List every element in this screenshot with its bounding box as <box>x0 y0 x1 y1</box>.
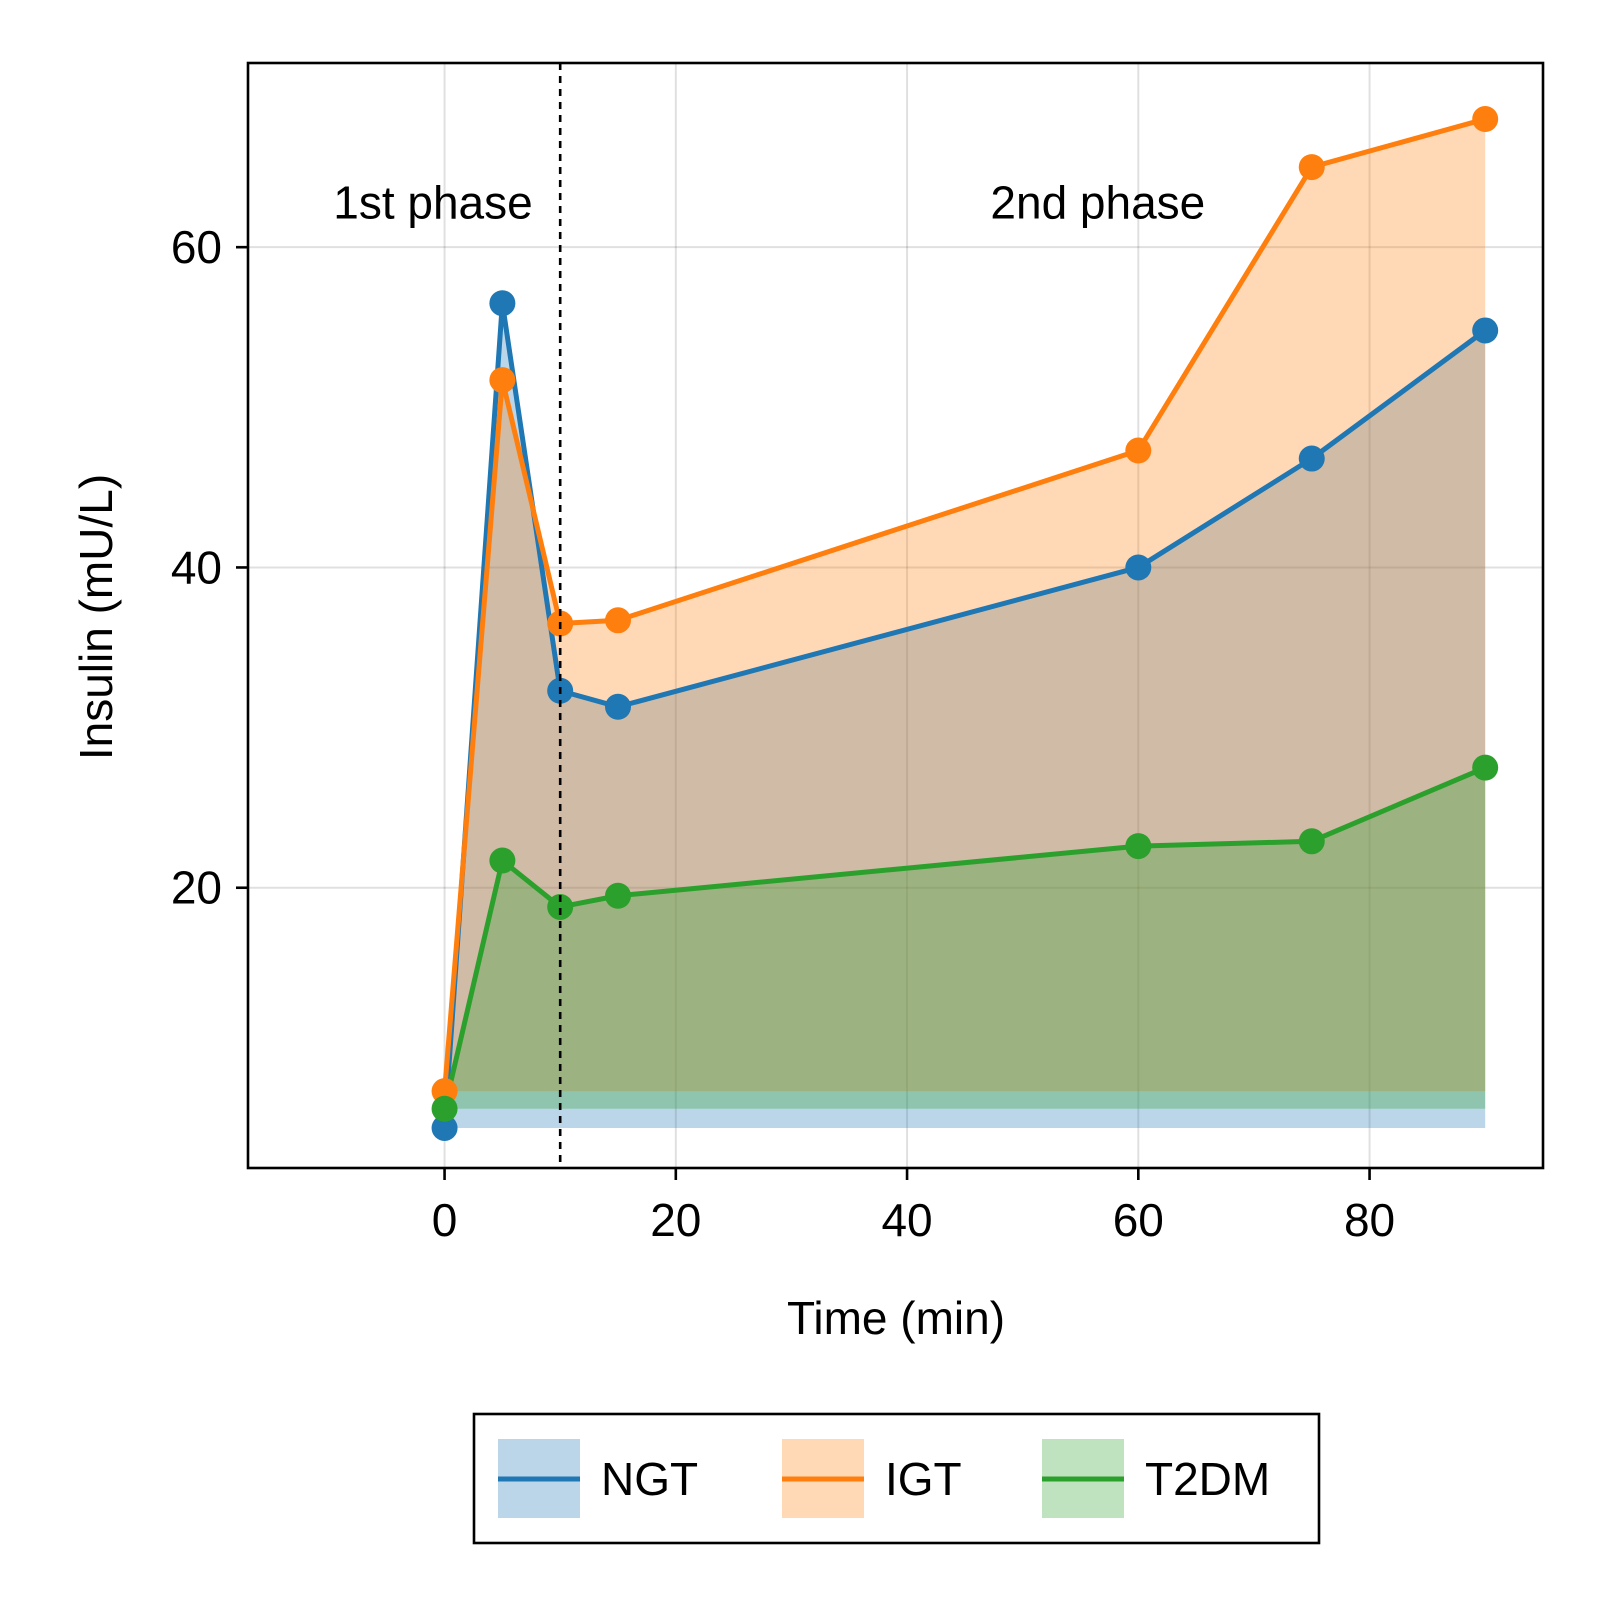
data-point-t2dm-5 <box>489 847 516 874</box>
data-point-igt-60 <box>1125 437 1152 464</box>
x-tick-label-40: 40 <box>881 1194 932 1246</box>
x-tick-label-60: 60 <box>1113 1194 1164 1246</box>
x-tick-label-80: 80 <box>1344 1194 1395 1246</box>
data-point-t2dm-60 <box>1125 833 1152 860</box>
phase-annotations: 1st phase 2nd phase <box>333 176 1205 228</box>
phase-label-1: 1st phase <box>333 176 532 228</box>
y-tick-label-60: 60 <box>171 221 222 273</box>
y-tick-label-20: 20 <box>171 862 222 914</box>
series-points <box>431 106 1499 1141</box>
y-axis-label: Insulin (mU/L) <box>70 474 122 760</box>
data-point-ngt-5 <box>489 290 516 317</box>
legend-label-t2dm: T2DM <box>1145 1453 1270 1505</box>
data-point-ngt-0 <box>431 1114 458 1141</box>
legend-label-ngt: NGT <box>601 1453 698 1505</box>
data-point-igt-90 <box>1472 106 1499 133</box>
fill-area-t2dm <box>444 767 1486 1109</box>
y-tick-label-40: 40 <box>171 541 222 593</box>
data-point-ngt-75 <box>1298 445 1325 472</box>
y-axis-ticks: 20 40 60 <box>171 221 248 914</box>
series-fills <box>444 119 1486 1128</box>
data-point-t2dm-15 <box>605 882 631 909</box>
x-axis-label: Time (min) <box>787 1292 1005 1344</box>
fill-area-igt <box>444 119 1486 1092</box>
x-tick-label-0: 0 <box>432 1194 458 1246</box>
x-axis-ticks: 0 20 40 60 80 <box>432 1168 1395 1246</box>
legend-label-igt: IGT <box>885 1453 962 1505</box>
data-point-t2dm-10 <box>547 893 574 920</box>
data-point-t2dm-90 <box>1472 754 1499 781</box>
legend-box <box>472 1412 1321 1545</box>
x-tick-label-20: 20 <box>650 1194 701 1246</box>
data-point-ngt-15 <box>605 693 631 720</box>
data-point-ngt-60 <box>1125 554 1152 581</box>
data-point-t2dm-0 <box>431 1095 458 1122</box>
data-point-igt-5 <box>489 367 516 394</box>
data-point-igt-75 <box>1298 154 1325 181</box>
plot-frame <box>246 61 1545 1170</box>
data-point-igt-15 <box>605 607 631 634</box>
data-point-t2dm-75 <box>1298 828 1325 855</box>
phase-label-2: 2nd phase <box>990 176 1205 228</box>
fill-area-ngt <box>444 303 1486 1128</box>
data-point-ngt-90 <box>1472 317 1499 344</box>
legend: NGT IGT T2DM <box>472 1412 1321 1545</box>
